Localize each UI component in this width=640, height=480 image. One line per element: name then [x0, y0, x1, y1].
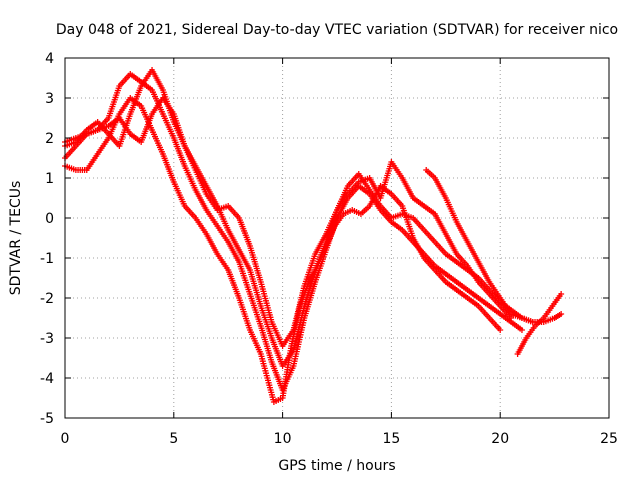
data-point-marker [558, 291, 565, 297]
series-track-5 [423, 167, 565, 325]
y-tick-label: 4 [45, 51, 54, 67]
x-tick-label: 10 [274, 431, 292, 447]
plot-frame [64, 57, 610, 419]
x-tick-label: 25 [600, 431, 618, 447]
x-tick-label: 15 [382, 431, 400, 447]
x-tick-label: 0 [61, 431, 70, 447]
x-tick-label: 5 [169, 431, 178, 447]
series-track-2 [62, 71, 525, 393]
y-tick-label: 2 [45, 131, 54, 147]
series-track-4 [62, 95, 515, 349]
y-tick-label: 0 [45, 211, 54, 227]
y-tick-label: -1 [40, 251, 54, 267]
x-axis-label: GPS time / hours [278, 458, 395, 474]
y-tick-label: -4 [40, 371, 54, 387]
y-tick-label: 1 [45, 171, 54, 187]
x-tick-label: 20 [491, 431, 509, 447]
y-tick-label: -3 [40, 331, 54, 347]
y-tick-label: -5 [40, 411, 54, 427]
y-tick-label: 3 [45, 91, 54, 107]
axis-ticks: 0 5 10 15 20 25 -5 -4 -3 -2 -1 0 1 2 3 4 [40, 51, 618, 447]
y-tick-label: -2 [40, 291, 54, 307]
data-marks [62, 67, 565, 405]
y-axis-label: SDTVAR / TECUs [8, 181, 24, 296]
series-track-6 [514, 291, 565, 357]
chart-title: Day 048 of 2021, Sidereal Day-to-day VTE… [56, 22, 618, 38]
data-point-marker [558, 311, 565, 317]
data-point-marker [518, 327, 525, 333]
data-point-marker [497, 327, 504, 333]
